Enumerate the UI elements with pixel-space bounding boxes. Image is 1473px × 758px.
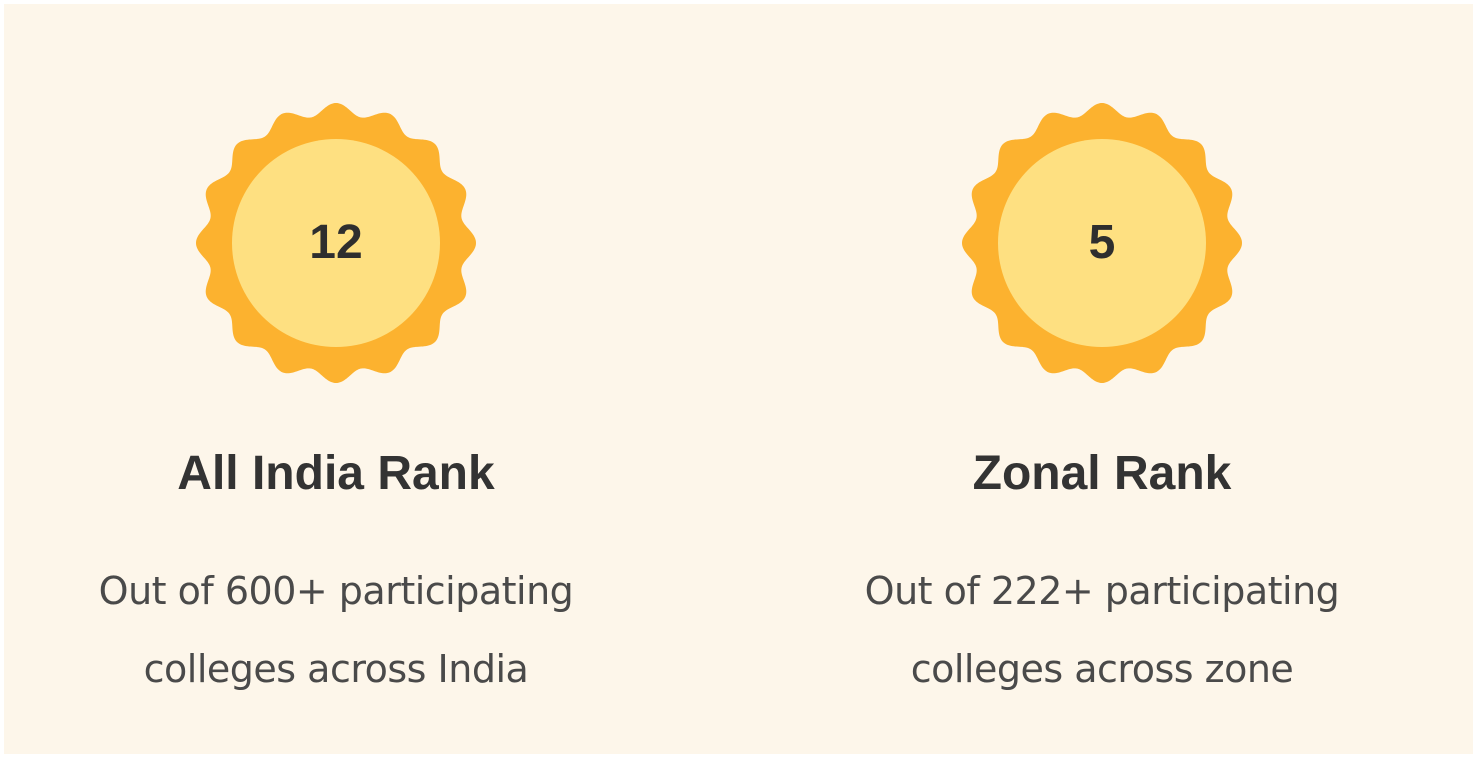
badge-inner-circle — [232, 139, 440, 347]
rank-description-line-1: Out of 222+ participating — [864, 569, 1340, 613]
rank-description: Out of 600+ participating colleges acros… — [36, 552, 636, 708]
zonal-rank-card: 5 Zonal Rank Out of 222+ participating c… — [802, 4, 1402, 754]
rank-description-line-1: Out of 600+ participating — [98, 569, 574, 613]
rankings-panel: 12 All India Rank Out of 600+ participat… — [4, 4, 1473, 754]
all-india-rank-card: 12 All India Rank Out of 600+ participat… — [36, 4, 636, 754]
rank-badge: 5 — [957, 98, 1247, 388]
rank-value: 12 — [309, 216, 363, 269]
rank-description-line-2: colleges across India — [143, 647, 529, 691]
badge-inner-circle — [998, 139, 1206, 347]
rank-badge: 12 — [191, 98, 481, 388]
rank-title: All India Rank — [177, 447, 495, 500]
rank-title: Zonal Rank — [972, 447, 1232, 500]
scalloped-badge-icon — [962, 103, 1242, 383]
rank-description: Out of 222+ participating colleges acros… — [802, 552, 1402, 708]
rank-description-line-2: colleges across zone — [910, 647, 1294, 691]
scalloped-badge-icon — [196, 103, 476, 383]
rank-value: 5 — [1088, 216, 1116, 269]
